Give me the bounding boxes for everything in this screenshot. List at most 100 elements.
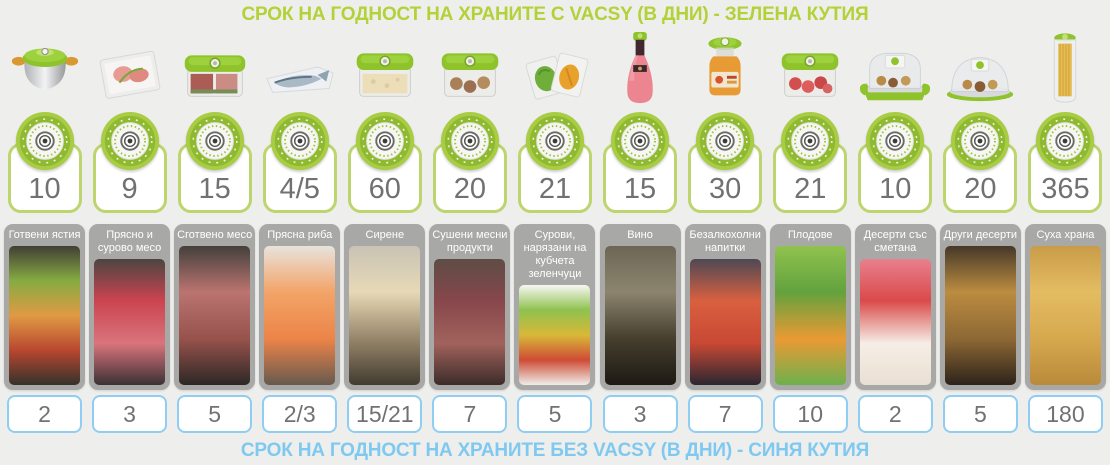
diced-vegetables-photo <box>519 284 591 385</box>
days-without-vacsy-box: 15/21 <box>347 395 423 433</box>
food-column: 365 Суха храна 180 <box>1023 30 1108 433</box>
days-with-vacsy-value: 10 <box>28 173 61 205</box>
vacsy-vacuum-gauge-icon <box>439 110 501 172</box>
columns-row: 10 Готвени ястия 2 9 Прясно и сурово мес… <box>2 30 1108 433</box>
days-without-vacsy-box: 3 <box>92 395 168 433</box>
days-without-vacsy-value: 7 <box>463 400 477 427</box>
vacsy-days-unit: 60 <box>346 110 424 213</box>
food-category-label: Прясно и сурово месо <box>97 229 162 254</box>
days-with-vacsy-value: 21 <box>538 173 572 205</box>
days-without-vacsy-box: 2/3 <box>262 395 338 433</box>
vacuum-bags-vegetables-product-image <box>516 30 594 108</box>
blue-box-title: СРОК НА ГОДНОСТ НА ХРАНИТЕ БЕЗ VACSY (В … <box>240 440 870 461</box>
cooked-meat-photo <box>179 245 251 385</box>
food-category-label: Сготвено месо <box>177 229 253 241</box>
food-category-card: Суха храна <box>1024 224 1106 390</box>
days-without-vacsy-box: 3 <box>602 395 678 433</box>
vacsy-days-unit: 10 <box>6 110 84 213</box>
days-with-vacsy-value: 60 <box>368 173 401 205</box>
food-category-card: Десерти със сметана <box>854 224 936 390</box>
vacsy-days-unit: 20 <box>431 110 509 213</box>
days-with-vacsy-value: 15 <box>623 173 657 205</box>
vacsy-pot-product-image <box>6 30 84 108</box>
days-without-vacsy-value: 2 <box>38 400 51 427</box>
days-without-vacsy-value: 3 <box>123 400 136 427</box>
dry-food-photo <box>1029 245 1101 385</box>
days-with-vacsy-value: 9 <box>121 173 138 205</box>
vacsy-vacuum-gauge-icon <box>184 110 246 172</box>
cream-desserts-photo <box>859 258 931 385</box>
food-column: 4/5 Прясна риба 2/3 <box>257 30 342 433</box>
days-without-vacsy-value: 2/3 <box>283 400 316 427</box>
days-without-vacsy-value: 10 <box>797 400 823 427</box>
days-without-vacsy-value: 5 <box>208 400 222 427</box>
vacsy-days-unit: 21 <box>771 110 849 213</box>
days-with-vacsy-value: 4/5 <box>279 173 320 205</box>
vacsy-days-unit: 15 <box>176 110 254 213</box>
vacsy-vacuum-gauge-icon <box>14 110 76 172</box>
days-without-vacsy-box: 7 <box>432 395 508 433</box>
days-without-vacsy-box: 5 <box>177 395 253 433</box>
food-category-label: Прясна риба <box>267 229 333 241</box>
days-without-vacsy-value: 5 <box>548 400 562 427</box>
days-with-vacsy-value: 10 <box>879 173 912 205</box>
food-category-label: Плодове <box>787 229 833 241</box>
days-without-vacsy-box: 5 <box>942 395 1018 433</box>
days-without-vacsy-box: 7 <box>687 395 763 433</box>
food-category-label: Сирене <box>365 229 405 241</box>
days-without-vacsy-value: 5 <box>973 400 987 427</box>
vacsy-days-unit: 15 <box>601 110 679 213</box>
days-without-vacsy-box: 2 <box>857 395 933 433</box>
vacsy-days-unit: 30 <box>686 110 764 213</box>
food-column: 21 Плодове 10 <box>768 30 853 433</box>
food-category-label: Други десерти <box>943 229 1018 241</box>
days-without-vacsy-box: 180 <box>1027 395 1103 433</box>
vacsy-days-unit: 20 <box>941 110 1019 213</box>
food-column: 20 Сушени месни продукти 7 <box>427 30 512 433</box>
food-category-label: Вино <box>627 229 653 241</box>
food-category-card: Други десерти <box>939 224 1021 390</box>
spaghetti-cylinder-product-image <box>1026 30 1104 108</box>
food-category-card: Готвени ястия <box>4 224 85 390</box>
vacuum-bag-fish-product-image <box>261 30 339 108</box>
vacsy-vacuum-gauge-icon <box>269 110 331 172</box>
green-box-title: СРОК НА ГОДНОСТ НА ХРАНИТЕ С VACSY (В ДН… <box>241 4 869 25</box>
container-cheese-product-image <box>346 30 424 108</box>
vacsy-vacuum-gauge-icon <box>779 110 841 172</box>
container-dried-meats-product-image <box>431 30 509 108</box>
vacsy-days-unit: 4/5 <box>261 110 339 213</box>
fruits-photo <box>774 245 846 385</box>
days-with-vacsy-value: 365 <box>1041 173 1090 205</box>
food-column: 10 Десерти със сметана 2 <box>853 30 938 433</box>
vacuum-bag-raw-meat-product-image <box>91 30 169 108</box>
vacsy-vacuum-gauge-icon <box>949 110 1011 172</box>
food-category-card: Безалкохолни напитки <box>684 224 766 390</box>
food-category-card: Сирене <box>344 224 426 390</box>
food-category-card: Сурови, нарязани на кубчета зеленчуци <box>514 224 596 390</box>
food-column: 9 Прясно и сурово месо 3 <box>87 30 172 433</box>
food-category-card: Сушени месни продукти <box>429 224 511 390</box>
other-desserts-photo <box>944 245 1016 385</box>
days-without-vacsy-value: 15/21 <box>356 400 414 427</box>
days-without-vacsy-value: 7 <box>718 400 732 427</box>
square-dome-desserts-product-image <box>856 30 934 108</box>
vacsy-vacuum-gauge-icon <box>524 110 586 172</box>
days-with-vacsy-value: 21 <box>794 173 827 205</box>
food-column: 10 Готвени ястия 2 <box>2 30 87 433</box>
container-fruits-product-image <box>771 30 849 108</box>
days-without-vacsy-box: 10 <box>772 395 848 433</box>
food-column: 20 Други десерти 5 <box>938 30 1023 433</box>
food-category-card: Сготвено месо <box>174 224 256 390</box>
days-without-vacsy-value: 180 <box>1046 400 1085 427</box>
food-category-card: Вино <box>599 224 681 390</box>
food-category-card: Плодове <box>769 224 851 390</box>
food-category-label: Безалкохолни напитки <box>689 229 761 254</box>
vacsy-days-unit: 10 <box>856 110 934 213</box>
days-without-vacsy-value: 2 <box>888 400 902 427</box>
vacsy-vacuum-gauge-icon <box>864 110 926 172</box>
fresh-fish-photo <box>264 245 336 385</box>
container-cooked-meat-product-image <box>176 30 254 108</box>
vacsy-vacuum-gauge-icon <box>694 110 756 172</box>
food-category-label: Сушени месни продукти <box>432 229 508 254</box>
